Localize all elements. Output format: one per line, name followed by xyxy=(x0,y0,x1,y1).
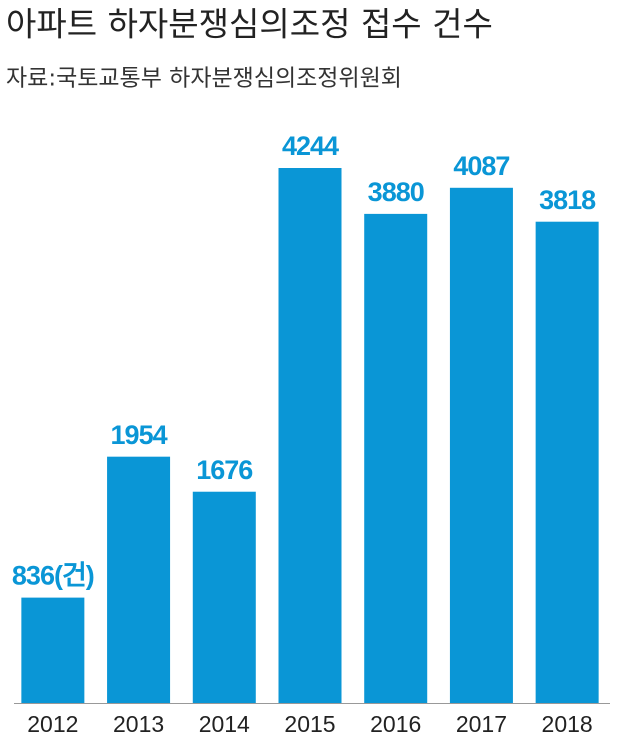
bar xyxy=(192,491,256,703)
value-label: 1676 xyxy=(196,455,253,485)
x-tick-label: 2014 xyxy=(199,711,250,737)
value-label: 4244 xyxy=(282,131,339,161)
bar xyxy=(107,456,171,703)
x-tick-label: 2015 xyxy=(284,711,335,737)
x-tick-label: 2017 xyxy=(456,711,507,737)
value-label: 836(건) xyxy=(12,561,94,591)
bar xyxy=(535,221,599,703)
value-label: 3880 xyxy=(368,177,424,207)
value-label: 1954 xyxy=(111,420,168,450)
value-label: 3818 xyxy=(539,185,596,215)
bar xyxy=(449,187,513,703)
x-tick-label: 2018 xyxy=(542,711,593,737)
bar xyxy=(278,168,342,703)
value-label: 4087 xyxy=(453,151,509,181)
bar xyxy=(21,597,85,703)
x-tick-label: 2016 xyxy=(370,711,421,737)
chart-subtitle: 자료:국토교통부 하자분쟁심의조정위원회 xyxy=(6,66,402,92)
x-tick-label: 2012 xyxy=(27,711,78,737)
x-tick-label: 2013 xyxy=(113,711,164,737)
chart-title: 아파트 하자분쟁심의조정 접수 건수 xyxy=(6,5,493,44)
bar xyxy=(364,213,428,703)
